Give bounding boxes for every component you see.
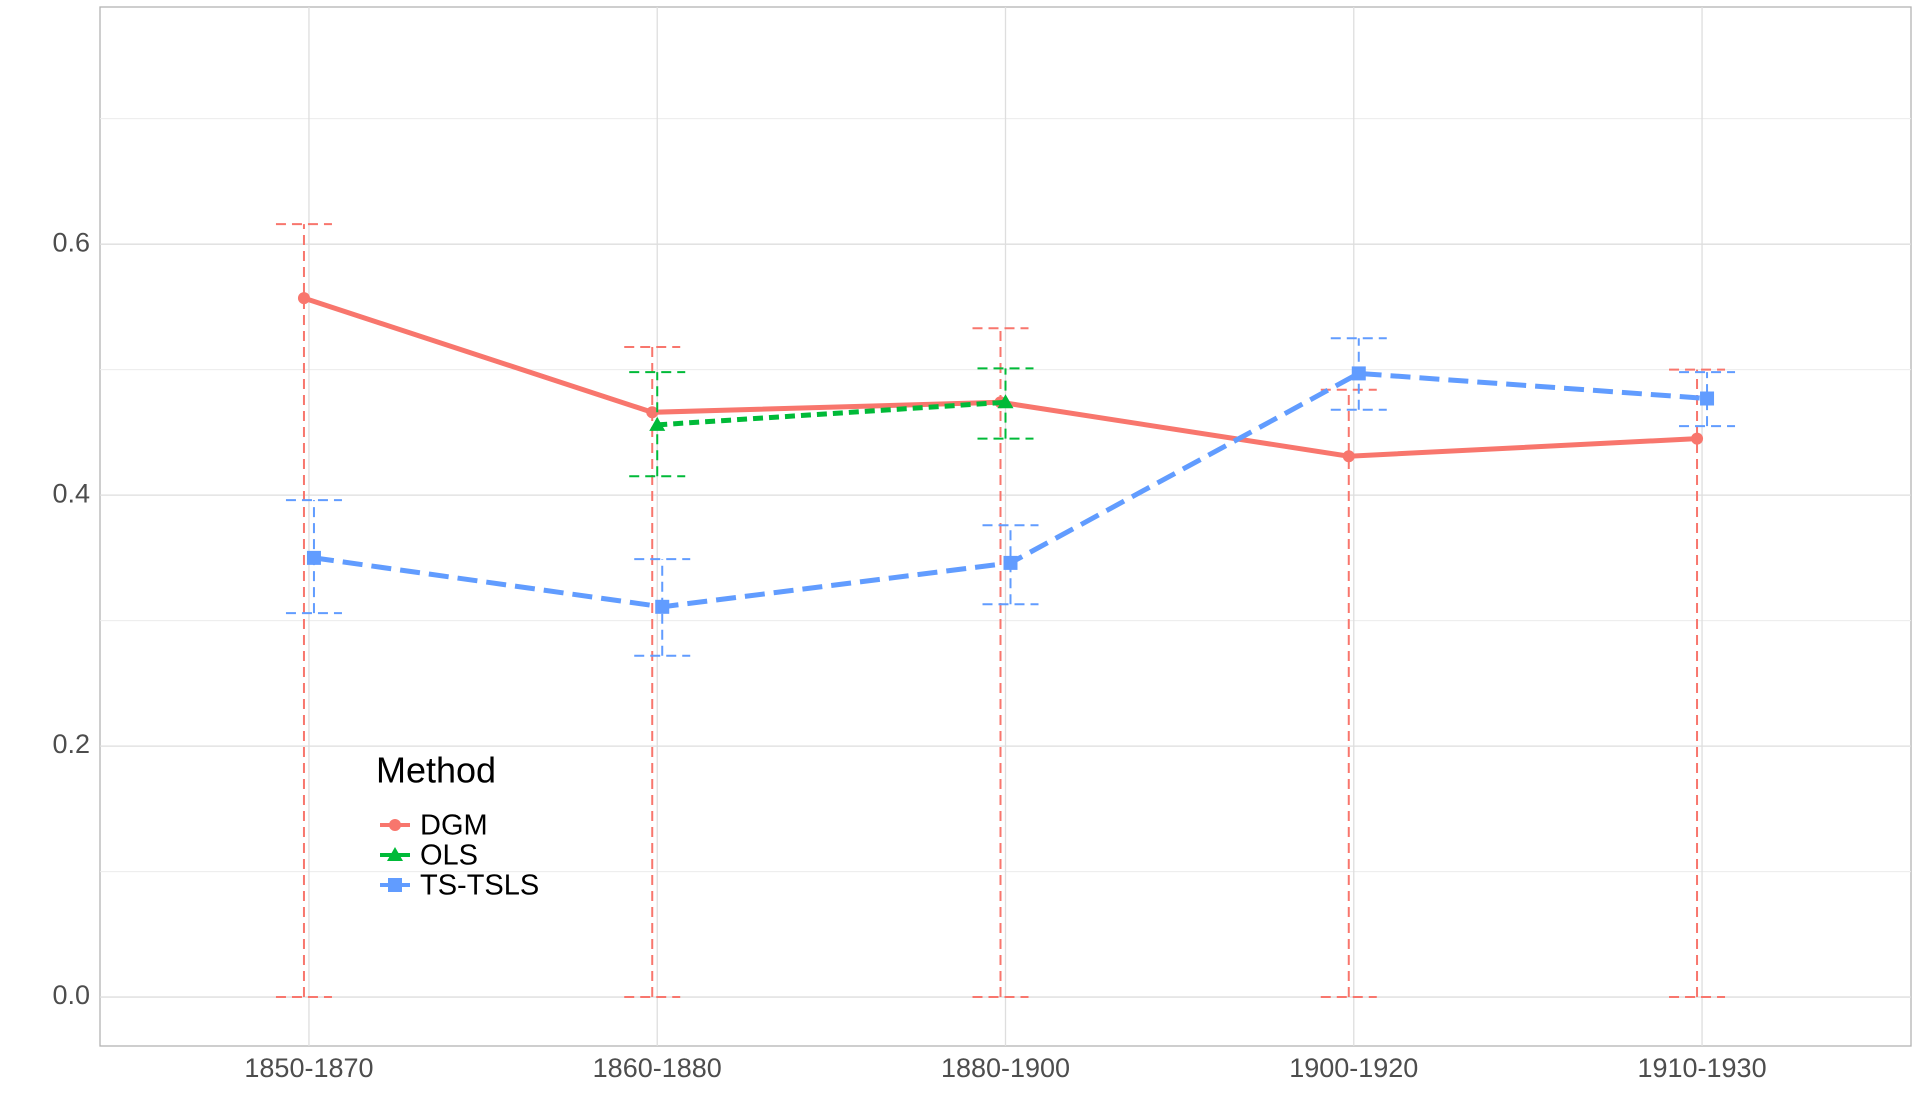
point [1351, 366, 1366, 381]
x-tick-label: 1880-1900 [941, 1053, 1070, 1083]
legend-label: DGM [420, 810, 488, 842]
point [646, 406, 659, 419]
legend-label: TS-TSLS [420, 870, 539, 902]
error-bar [275, 223, 332, 999]
error-bar [1669, 368, 1726, 999]
x-tick-label: 1860-1880 [593, 1053, 722, 1083]
point [388, 878, 402, 892]
x-tick-label: 1850-1870 [244, 1053, 373, 1083]
point [1342, 450, 1355, 463]
error-bar [1320, 388, 1377, 999]
x-tick-label: 1900-1920 [1289, 1053, 1418, 1083]
point [997, 394, 1014, 409]
series-line [657, 399, 1006, 428]
point [1691, 432, 1704, 445]
error-bar [624, 346, 681, 999]
series [285, 337, 1736, 657]
point [649, 416, 666, 431]
y-tick-label: 0.0 [52, 980, 90, 1010]
series [629, 367, 1034, 478]
point [306, 550, 321, 565]
point [387, 847, 403, 861]
legend-title: Method [376, 750, 496, 791]
point [1700, 391, 1715, 406]
y-tick-label: 0.4 [52, 478, 90, 508]
legend-label: OLS [420, 840, 478, 872]
y-tick-label: 0.6 [52, 227, 90, 257]
x-tick-label: 1910-1930 [1637, 1053, 1766, 1083]
point [1003, 555, 1018, 570]
y-tick-label: 0.2 [52, 729, 90, 759]
grid [100, 7, 1911, 1046]
error-bar [1679, 371, 1736, 428]
point [389, 819, 401, 831]
error-bar [972, 327, 1029, 999]
point [655, 599, 670, 614]
point [297, 292, 310, 305]
